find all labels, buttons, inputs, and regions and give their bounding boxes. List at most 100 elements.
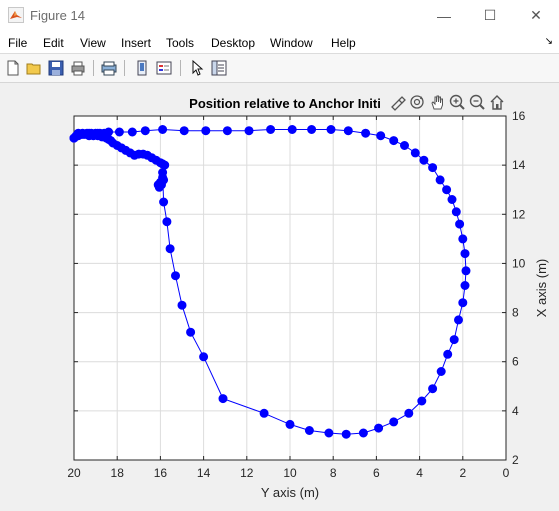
brush-icon[interactable] [391,96,406,111]
menu-desktop[interactable]: Desktop [211,36,256,50]
x-tick-label: 14 [197,466,211,480]
data-point [404,408,414,418]
data-point [451,207,461,217]
new-figure-icon[interactable] [4,59,22,77]
menu-bar: File Edit View Insert Tools Desktop Wind… [0,31,559,54]
data-point [410,148,420,158]
data-point [158,125,168,134]
data-point [162,217,172,227]
data-point [447,195,457,204]
menu-edit[interactable]: Edit [43,36,64,50]
data-point [400,141,409,150]
x-tick-label: 20 [67,466,81,480]
y-tick-label: 8 [512,306,519,320]
window-titlebar: Figure 14 — ☐ ✕ [0,0,559,32]
restore-view-icon[interactable] [490,95,504,110]
x-tick-label: 16 [154,466,168,480]
data-point [201,126,211,136]
y-tick-label: 2 [512,453,519,467]
y-tick-label: 14 [512,158,526,172]
data-point [460,249,470,259]
dock-arrow-icon[interactable]: ↘ [544,36,553,47]
data-point [171,271,180,281]
data-point [460,281,470,290]
link-plot-icon[interactable] [133,59,151,77]
data-point [244,126,254,136]
data-point [324,428,334,438]
data-point [287,125,297,134]
maximize-button[interactable]: ☐ [467,0,513,31]
data-point [218,394,228,404]
data-point [449,335,459,345]
minimize-button[interactable]: — [421,0,467,31]
data-point [186,327,196,337]
data-point [159,197,169,207]
data-point [114,127,124,137]
menu-help[interactable]: Help [331,36,356,50]
print-icon[interactable] [69,59,87,77]
data-point [428,163,438,173]
data-point [435,175,445,185]
data-point [443,349,453,359]
close-button[interactable]: ✕ [513,0,559,31]
data-point [455,219,465,229]
zoom-out-icon[interactable] [469,94,485,110]
data-point [343,126,353,136]
data-point [376,131,386,141]
data-point [304,426,314,435]
data-point [266,125,276,134]
data-point [127,127,137,137]
data-point [341,429,351,439]
y-tick-label: 16 [512,109,526,123]
data-point [159,175,169,185]
data-point [199,352,209,362]
toolbar-separator [93,60,94,76]
save-icon[interactable] [47,59,65,77]
menu-insert[interactable]: Insert [121,36,152,50]
insert-legend-icon[interactable] [155,59,173,77]
menu-file[interactable]: File [8,36,28,50]
chart-title: Position relative to Anchor Initi [189,96,381,111]
x-tick-label: 8 [330,466,337,480]
data-point [104,127,114,137]
maximize-icon: ☐ [483,7,497,23]
data-point [454,315,463,325]
open-file-icon[interactable] [25,59,43,77]
data-point [93,128,103,138]
data-point [419,155,429,165]
data-point [165,244,175,254]
close-icon: ✕ [530,7,542,23]
data-point [326,125,336,134]
y-axis-label: X axis (m) [534,259,549,318]
rotate-3d-icon[interactable] [410,95,424,109]
property-inspector-icon[interactable] [210,59,228,77]
menu-view[interactable]: View [80,36,106,50]
pan-icon[interactable] [431,95,443,110]
y-tick-label: 6 [512,355,519,369]
print-preview-icon[interactable] [100,59,118,77]
menu-window[interactable]: Window [270,36,313,50]
data-point [259,408,269,418]
minimize-icon: — [437,7,451,24]
y-tick-label: 4 [512,404,519,418]
data-point [458,298,468,308]
data-point [461,266,471,276]
figure-canvas: 20 18 16 14 12 10 8 6 4 2 0 2 4 6 8 10 12 14 16 Position … [0,83,559,506]
x-tick-label: 12 [240,466,254,480]
y-tick-label: 10 [512,256,526,270]
x-tick-label: 0 [503,466,510,480]
toolbar-separator [180,60,181,76]
data-point [285,419,295,429]
zoom-in-icon[interactable] [449,94,465,110]
window-title: Figure 14 [30,8,85,23]
data-point [160,160,170,170]
data-point [358,428,368,438]
data-point [442,185,452,195]
menu-tools[interactable]: Tools [166,36,195,50]
data-point [179,126,189,136]
figure-toolbar [0,54,559,83]
axes-toolbar [388,92,510,112]
edit-plot-icon[interactable] [188,59,206,77]
data-point [307,125,317,134]
